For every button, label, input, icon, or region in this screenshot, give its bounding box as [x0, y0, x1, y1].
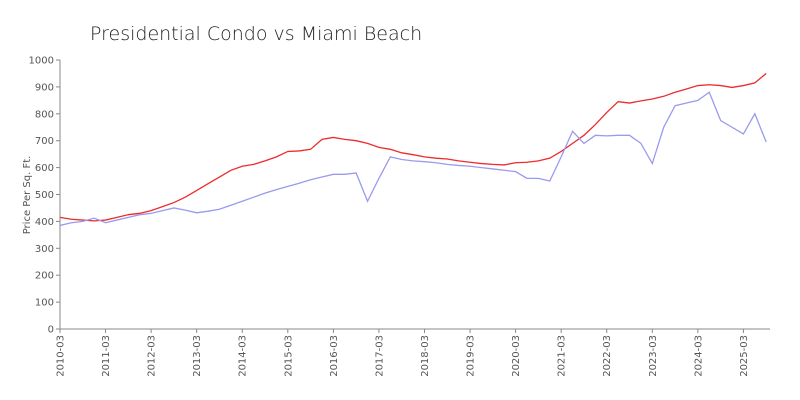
- x-tick-label: 2017-03: [374, 335, 385, 377]
- series-line: [59, 72, 767, 222]
- x-tick-label: 2020-03: [511, 335, 522, 377]
- x-tick-label: 2019-03: [466, 335, 477, 377]
- x-tick-label: 2024-03: [693, 335, 704, 377]
- x-tick-label: 2015-03: [283, 335, 294, 377]
- y-tick-label: 300: [35, 244, 54, 255]
- x-tick-label: 2011-03: [101, 335, 112, 377]
- x-tick-label: 2010-03: [56, 335, 67, 377]
- y-tick-label: 200: [35, 271, 54, 282]
- y-tick-label: 800: [35, 109, 54, 120]
- x-tick-label: 2012-03: [147, 335, 158, 377]
- y-tick-label: 100: [35, 298, 54, 309]
- x-tick-label: 2022-03: [602, 335, 613, 377]
- y-tick-label: 600: [35, 163, 54, 174]
- series-line: [59, 91, 767, 227]
- y-tick-label: 900: [35, 82, 54, 93]
- x-tick-label: 2016-03: [329, 335, 340, 377]
- x-tick-label: 2013-03: [192, 335, 203, 377]
- chart-title: Presidential Condo vs Miami Beach: [90, 23, 422, 45]
- x-tick-label: 2018-03: [420, 335, 431, 377]
- x-tick-label: 2014-03: [238, 335, 249, 377]
- y-tick-label: 500: [35, 190, 54, 201]
- x-tick-label: 2023-03: [648, 335, 659, 377]
- y-tick-label: 400: [35, 217, 54, 228]
- y-tick-label: 1000: [29, 56, 54, 67]
- x-tick-label: 2021-03: [557, 335, 568, 377]
- x-tick-label: 2025-03: [739, 335, 750, 377]
- y-axis-label: Price Per Sq. Ft.: [22, 156, 33, 235]
- y-tick-label: 700: [35, 136, 54, 147]
- y-tick-label: 0: [48, 325, 54, 336]
